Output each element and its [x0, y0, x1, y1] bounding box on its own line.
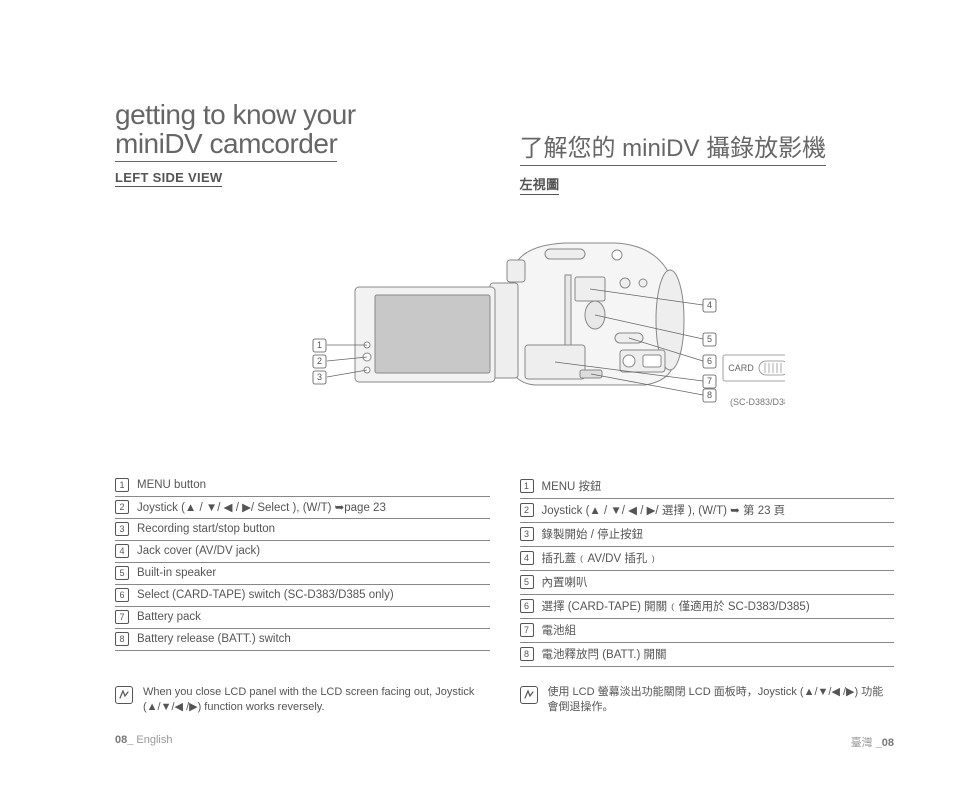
footer-right-page: _08 — [876, 737, 894, 749]
item-label: 插孔蓋﹙AV/DV 插孔﹚ — [542, 550, 659, 566]
title-col-zh: 了解您的 miniDV 攝錄放影機 左視圖 — [520, 100, 895, 195]
list-item: 4 插孔蓋﹙AV/DV 插孔﹚ — [520, 547, 895, 571]
note-icon — [115, 686, 133, 704]
note-col-en: When you close LCD panel with the LCD sc… — [115, 671, 490, 715]
item-number-badge: 3 — [115, 522, 129, 536]
page-footer: 08_ English 臺灣 _08 — [115, 734, 894, 750]
item-label: Joystick (▲ / ▼/ ◀ / ▶/ Select ), (W/T) … — [137, 500, 386, 514]
list-item: 3 錄製開始 / 停止按鈕 — [520, 523, 895, 547]
list-item: 5 Built-in speaker — [115, 563, 490, 585]
item-label: Battery pack — [137, 611, 201, 623]
item-label: 內置喇叭 — [542, 574, 588, 590]
note-chinese: 使用 LCD 螢幕淡出功能關閉 LCD 面板時，Joystick (▲/▼/◀ … — [520, 685, 895, 715]
item-number-badge: 6 — [520, 599, 534, 613]
callout-6: 6 — [706, 356, 711, 366]
item-label: 錄製開始 / 停止按鈕 — [542, 526, 644, 542]
item-label: 選擇 (CARD-TAPE) 開關﹙僅適用於 SC-D383/D385) — [542, 598, 810, 614]
footer-left-lang: English — [133, 734, 172, 746]
item-label: Jack cover (AV/DV jack) — [137, 545, 260, 557]
callout-4: 4 — [706, 300, 711, 310]
item-number-badge: 5 — [520, 575, 534, 589]
item-number-badge: 6 — [115, 588, 129, 602]
note-en-text: When you close LCD panel with the LCD sc… — [143, 685, 490, 715]
list-item: 1 MENU 按鈕 — [520, 475, 895, 499]
footer-left: 08_ English — [115, 734, 173, 750]
subtitle-zh: 左視圖 — [520, 174, 560, 195]
callout-8: 8 — [706, 390, 711, 400]
title-col-en: getting to know your miniDV camcorder LE… — [115, 100, 490, 195]
camcorder-diagram: 1 2 3 4 5 6 7 — [115, 205, 894, 465]
title-en-line1: getting to know your — [115, 99, 356, 130]
item-number-badge: 2 — [520, 503, 534, 517]
item-number-badge: 4 — [115, 544, 129, 558]
item-number-badge: 7 — [115, 610, 129, 624]
list-item: 5 內置喇叭 — [520, 571, 895, 595]
item-number-badge: 5 — [115, 566, 129, 580]
item-label: 電池組 — [542, 622, 577, 638]
note-english: When you close LCD panel with the LCD sc… — [115, 685, 490, 715]
notes-row: When you close LCD panel with the LCD sc… — [115, 671, 894, 715]
item-number-badge: 7 — [520, 623, 534, 637]
note-icon — [520, 686, 538, 704]
footer-left-page: 08_ — [115, 734, 133, 746]
list-item: 6 選擇 (CARD-TAPE) 開關﹙僅適用於 SC-D383/D385) — [520, 595, 895, 619]
item-lists: 1 MENU button 2 Joystick (▲ / ▼/ ◀ / ▶/ Sel… — [115, 475, 894, 667]
item-label: MENU 按鈕 — [542, 478, 602, 494]
list-chinese: 1 MENU 按鈕 2 Joystick (▲ / ▼/ ◀ / ▶/ 選擇 ), (… — [520, 475, 895, 667]
title-en-line2: miniDV camcorder — [115, 129, 337, 161]
list-item: 2 Joystick (▲ / ▼/ ◀ / ▶/ 選擇 ), (W/T) ➥ 第… — [520, 499, 895, 523]
list-item: 7 電池組 — [520, 619, 895, 643]
callout-2: 2 — [316, 356, 321, 366]
callout-5: 5 — [706, 334, 711, 344]
list-item: 8 電池釋放閂 (BATT.) 開關 — [520, 643, 895, 667]
item-number-badge: 8 — [115, 632, 129, 646]
list-item: 8 Battery release (BATT.) switch — [115, 629, 490, 651]
footer-right-lang: 臺灣 — [851, 737, 876, 749]
title-chinese: 了解您的 miniDV 攝錄放影機 — [520, 128, 827, 166]
item-number-badge: 1 — [520, 479, 534, 493]
item-label: Joystick (▲ / ▼/ ◀ / ▶/ 選擇 ), (W/T) ➥ 第 … — [542, 502, 786, 518]
subtitle-en: LEFT SIDE VIEW — [115, 170, 222, 187]
list-item: 4 Jack cover (AV/DV jack) — [115, 541, 490, 563]
callout-3: 3 — [316, 372, 321, 382]
item-number-badge: 3 — [520, 527, 534, 541]
switch-card-label: CARD — [728, 363, 754, 373]
item-label: MENU button — [137, 479, 206, 491]
item-number-badge: 2 — [115, 500, 129, 514]
list-item: 6 Select (CARD-TAPE) switch (SC-D383/D385… — [115, 585, 490, 607]
item-label: Battery release (BATT.) switch — [137, 633, 291, 645]
item-label: Recording start/stop button — [137, 523, 275, 535]
switch-note: (SC-D383/D385 only) — [729, 397, 784, 407]
list-item: 3 Recording start/stop button — [115, 519, 490, 541]
list-item: 7 Battery pack — [115, 607, 490, 629]
title-english: getting to know your miniDV camcorder — [115, 100, 490, 162]
item-label: Built-in speaker — [137, 567, 216, 579]
item-label: 電池釋放閂 (BATT.) 開關 — [542, 646, 667, 662]
camcorder-svg: 1 2 3 4 5 6 7 — [225, 205, 785, 445]
callout-7: 7 — [706, 376, 711, 386]
title-columns: getting to know your miniDV camcorder LE… — [115, 100, 894, 195]
item-number-badge: 1 — [115, 478, 129, 492]
switch-detail: CARD TAPE (SC-D383/D385 only) — [723, 355, 785, 407]
list-item: 1 MENU button — [115, 475, 490, 497]
item-label: Select (CARD-TAPE) switch (SC-D383/D385 … — [137, 589, 394, 601]
item-number-badge: 8 — [520, 647, 534, 661]
callout-1: 1 — [316, 340, 321, 350]
footer-right: 臺灣 _08 — [851, 734, 894, 750]
list-item: 2 Joystick (▲ / ▼/ ◀ / ▶/ Select ), (W/T)… — [115, 497, 490, 519]
list-english: 1 MENU button 2 Joystick (▲ / ▼/ ◀ / ▶/ Sel… — [115, 475, 490, 667]
item-number-badge: 4 — [520, 551, 534, 565]
note-col-zh: 使用 LCD 螢幕淡出功能關閉 LCD 面板時，Joystick (▲/▼/◀ … — [520, 671, 895, 715]
note-zh-text: 使用 LCD 螢幕淡出功能關閉 LCD 面板時，Joystick (▲/▼/◀ … — [548, 685, 895, 715]
manual-page: getting to know your miniDV camcorder LE… — [0, 0, 954, 792]
